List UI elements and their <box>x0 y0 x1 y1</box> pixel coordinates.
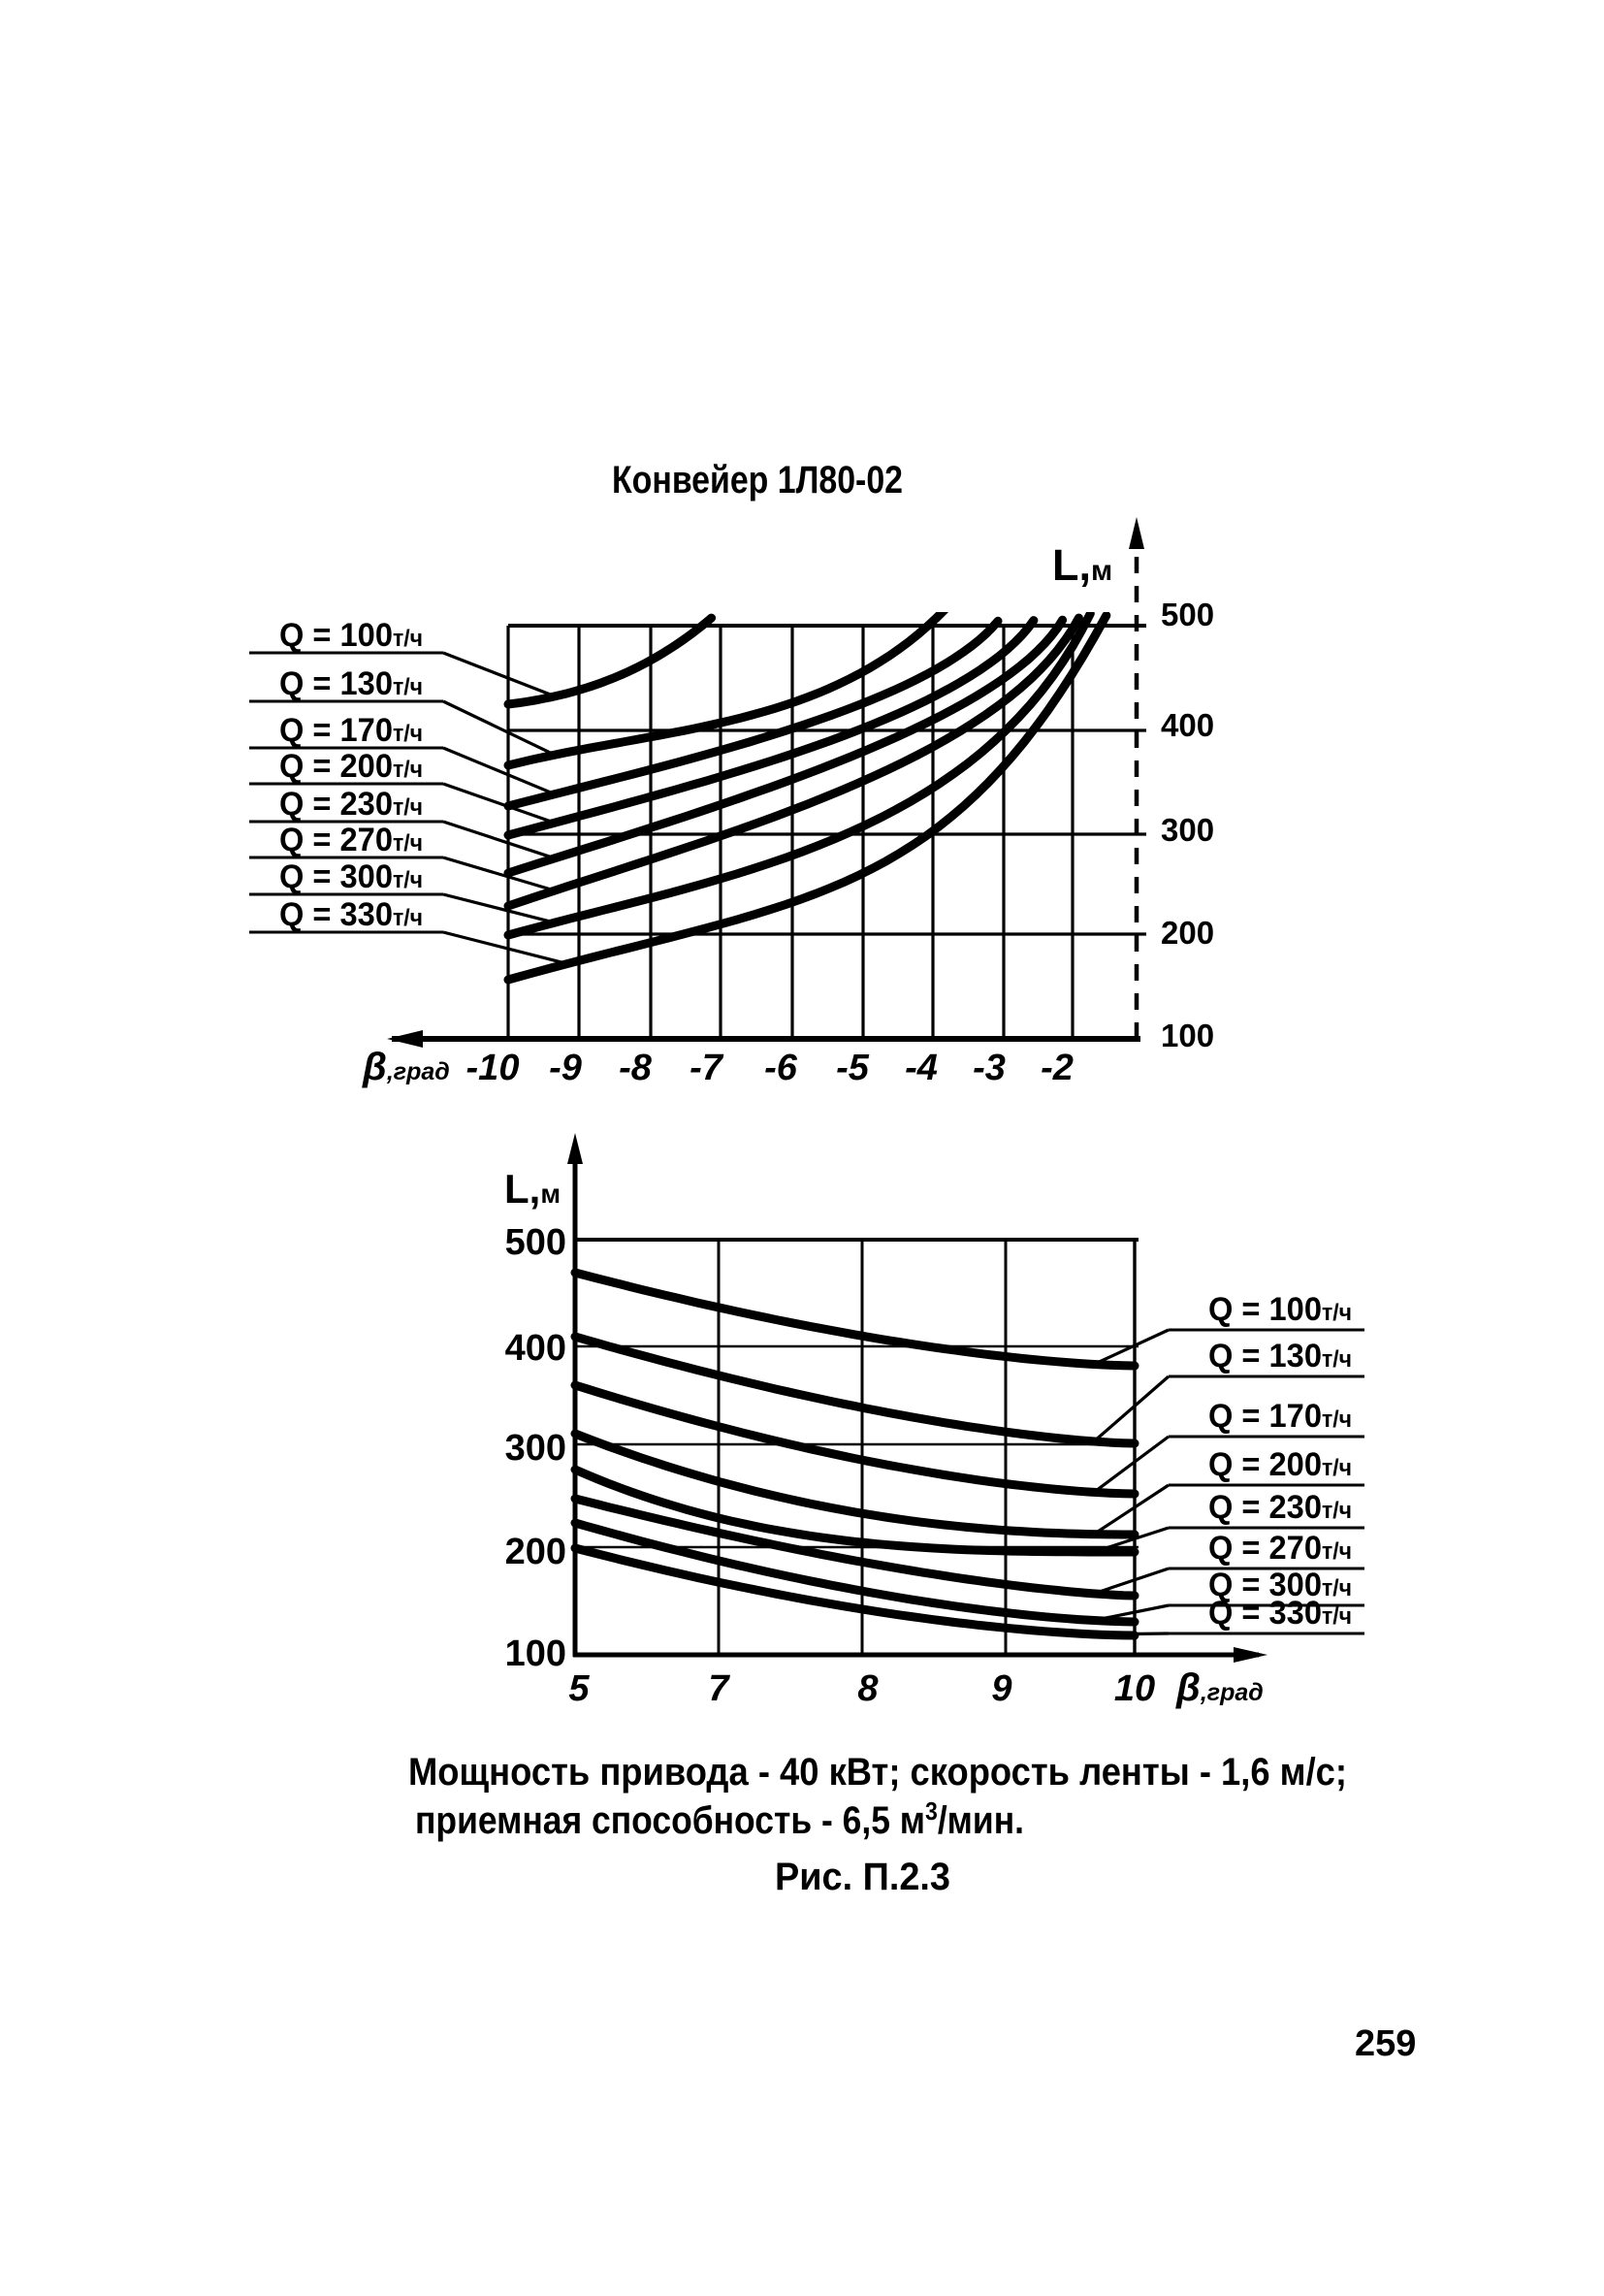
svg-text:200: 200 <box>1161 915 1214 951</box>
svg-text:Мощность привода - 40 кВт; ско: Мощность привода - 40 кВт; скорость лент… <box>408 1751 1347 1794</box>
svg-text:300: 300 <box>1161 812 1214 848</box>
svg-text:Рис. П.2.3: Рис. П.2.3 <box>775 1856 950 1898</box>
svg-text:Q = 230т/ч: Q = 230т/ч <box>1208 1489 1352 1526</box>
svg-text:Q = 130т/ч: Q = 130т/ч <box>1208 1338 1352 1374</box>
svg-text:400: 400 <box>505 1328 566 1369</box>
svg-text:500: 500 <box>505 1222 566 1263</box>
svg-text:400: 400 <box>1161 707 1214 743</box>
svg-text:100: 100 <box>1161 1018 1214 1053</box>
svg-text:-2: -2 <box>1041 1048 1074 1088</box>
svg-text:приемная способность - 6,5 м3/: приемная способность - 6,5 м3/мин. <box>415 1796 1024 1842</box>
svg-text:Q = 200т/ч: Q = 200т/ч <box>1208 1446 1352 1483</box>
svg-text:500: 500 <box>1161 597 1214 632</box>
svg-text:-5: -5 <box>836 1048 870 1088</box>
svg-text:-4: -4 <box>905 1048 938 1088</box>
svg-text:300: 300 <box>505 1428 566 1469</box>
svg-text:Конвейер 1Л80-02: Конвейер 1Л80-02 <box>612 459 903 501</box>
svg-text:-10: -10 <box>466 1048 520 1088</box>
svg-text:8: 8 <box>857 1668 879 1709</box>
svg-text:L,м: L,м <box>504 1166 561 1212</box>
svg-text:200: 200 <box>505 1532 566 1572</box>
svg-text:259: 259 <box>1355 2023 1416 2064</box>
svg-text:Q = 100т/ч: Q = 100т/ч <box>279 617 423 654</box>
svg-text:-9: -9 <box>549 1048 582 1088</box>
svg-text:-3: -3 <box>973 1048 1006 1088</box>
svg-text:10: 10 <box>1114 1668 1155 1709</box>
svg-text:7: 7 <box>708 1668 730 1709</box>
svg-text:100: 100 <box>505 1633 566 1674</box>
svg-text:Q = 200т/ч: Q = 200т/ч <box>279 748 423 785</box>
svg-text:-8: -8 <box>619 1048 653 1088</box>
svg-text:-6: -6 <box>764 1048 798 1088</box>
svg-text:5: 5 <box>568 1668 590 1709</box>
svg-text:9: 9 <box>991 1668 1011 1709</box>
svg-text:-7: -7 <box>690 1048 724 1088</box>
